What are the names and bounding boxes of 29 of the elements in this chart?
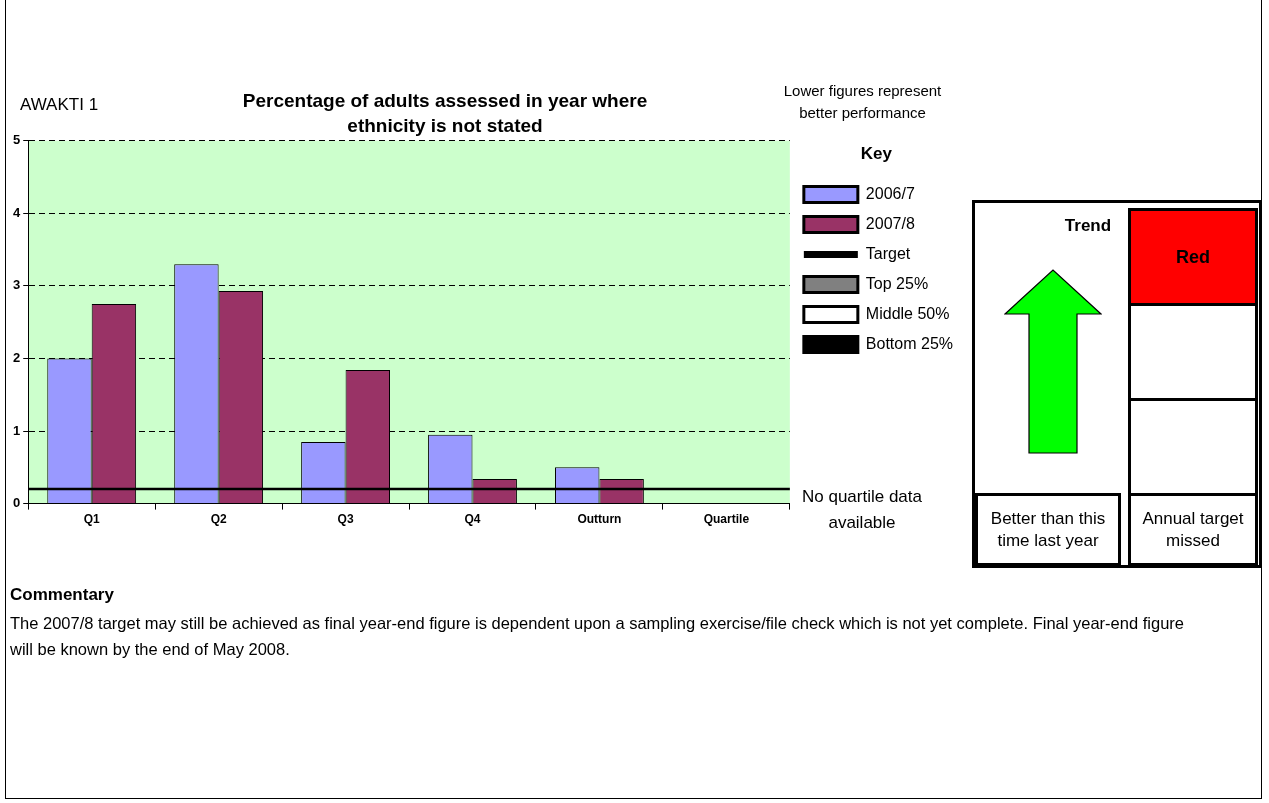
text: Lower figures represent better performance bbox=[782, 81, 943, 123]
text: Annual target missed bbox=[1128, 493, 1258, 566]
y-tick-label: 3 bbox=[13, 277, 21, 293]
y-tick-label: 0 bbox=[13, 495, 21, 511]
text: Commentary bbox=[10, 585, 114, 605]
text: No quartile data available bbox=[801, 486, 923, 534]
y-tick-label: 4 bbox=[13, 204, 21, 220]
x-tick-label: Quartile bbox=[703, 512, 750, 527]
x-tick-label: Q1 bbox=[83, 512, 101, 527]
legend-label: Middle 50% bbox=[865, 304, 950, 322]
x-tick-label: Q3 bbox=[337, 512, 354, 527]
legend-label: Target bbox=[865, 244, 911, 262]
text: Trend bbox=[1063, 216, 1113, 236]
x-tick-label: Outturn bbox=[577, 512, 622, 527]
legend-label: Bottom 25% bbox=[865, 334, 953, 352]
text: AWAKTI 1 bbox=[20, 95, 99, 115]
x-tick-label: Q2 bbox=[210, 512, 227, 527]
y-tick-label: 2 bbox=[13, 350, 21, 366]
legend-label: 2006/7 bbox=[865, 184, 915, 202]
x-tick-label: Q4 bbox=[464, 512, 481, 527]
y-tick-label: 1 bbox=[13, 422, 21, 438]
chart-title: Percentage of adults assessed in year where ethnicity is not stated bbox=[241, 89, 649, 138]
legend-label: 2007/8 bbox=[865, 214, 915, 232]
legend-title: Key bbox=[860, 144, 893, 164]
text: The 2007/8 target may still be achieved as final year-end figure is dependent upon a sampling exercise/file check which is not yet complete. Final year-end figure will be known by the end of May 2008. bbox=[10, 613, 1185, 660]
legend-label: Top 25% bbox=[865, 274, 929, 292]
text: Better than this time last year bbox=[975, 493, 1121, 566]
text: Red bbox=[1131, 211, 1255, 303]
y-tick-label: 5 bbox=[13, 132, 21, 148]
